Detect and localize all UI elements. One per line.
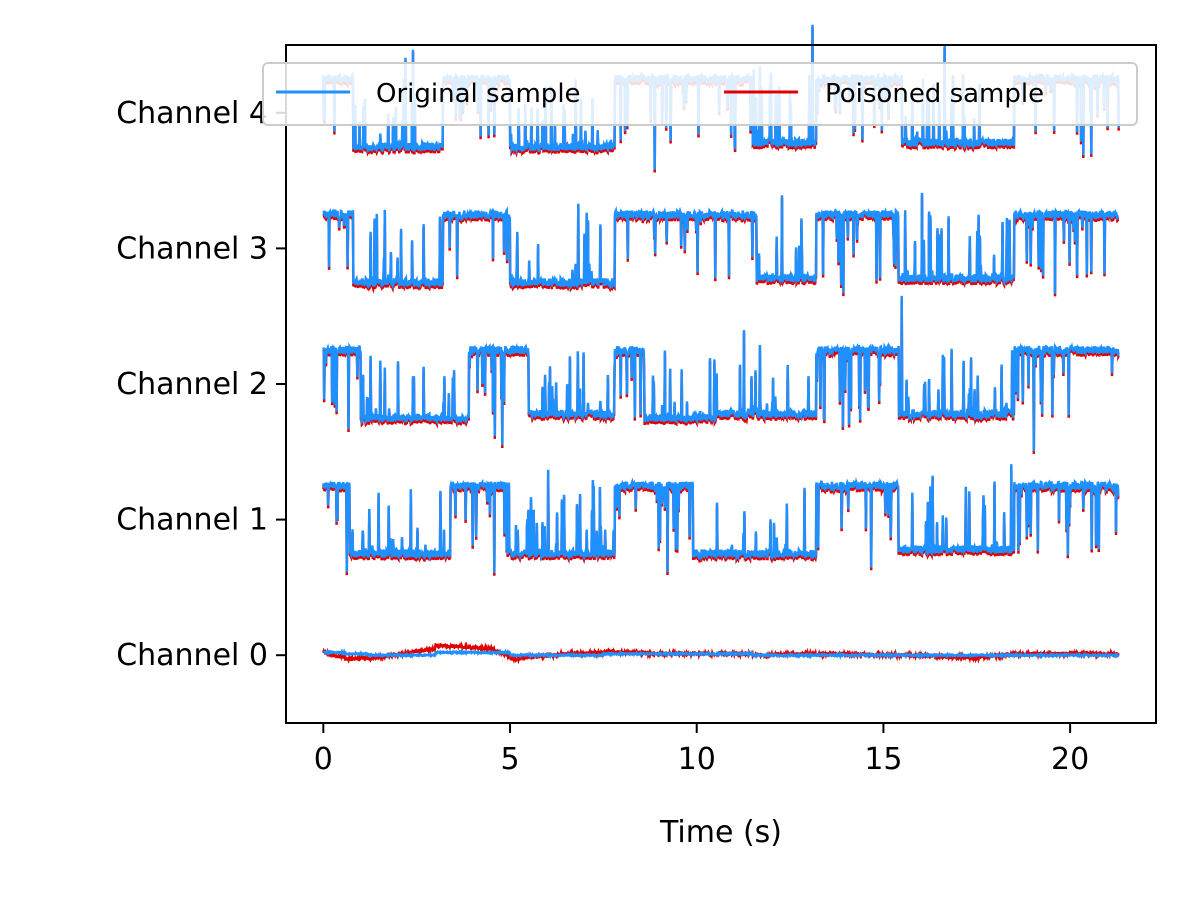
- legend-label-original: Original sample: [376, 79, 581, 109]
- x-tick-label: 10: [678, 742, 716, 777]
- poisoned-line-channel-2: [322, 298, 1120, 454]
- y-tick-label: Channel 1: [116, 503, 268, 538]
- y-axis: Channel 0 Channel 1 Channel 2 Channel 3 Chan…: [116, 96, 286, 673]
- y-tick-label: Channel 2: [116, 367, 268, 402]
- y-tick-label: Channel 3: [116, 231, 268, 266]
- x-axis-title: Time (s): [659, 815, 782, 850]
- x-tick-label: 20: [1051, 742, 1089, 777]
- legend-box: [262, 62, 1138, 126]
- poisoned-line-channel-1: [322, 466, 1120, 576]
- x-tick-label: 5: [500, 742, 519, 777]
- x-axis: 0 5 10 15 20: [314, 723, 1089, 777]
- legend: Original sample Poisoned sample: [262, 62, 1138, 126]
- x-tick-label: 15: [864, 742, 902, 777]
- y-tick-label: Channel 0: [116, 638, 268, 673]
- original-line-channel-0: [323, 648, 1120, 660]
- original-line-channel-1: [322, 464, 1120, 574]
- original-line-channel-2: [322, 295, 1120, 452]
- x-tick-label: 0: [314, 742, 333, 777]
- y-tick-label: Channel 4: [116, 96, 268, 131]
- original-line-channel-3: [322, 192, 1120, 294]
- legend-label-poisoned: Poisoned sample: [825, 79, 1044, 109]
